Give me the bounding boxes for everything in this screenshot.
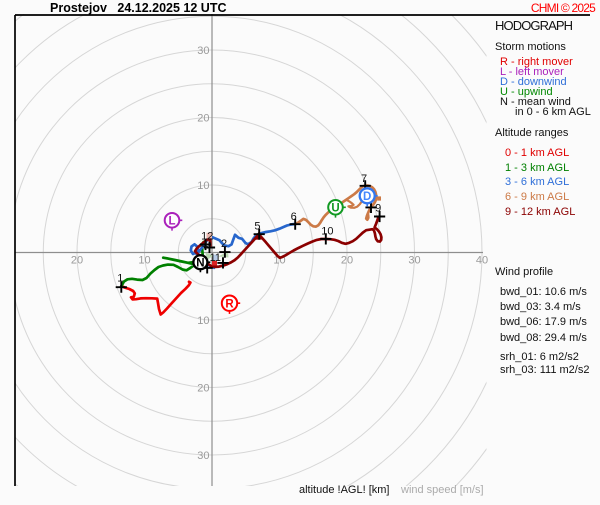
svg-text:D: D xyxy=(363,191,371,203)
svg-text:30: 30 xyxy=(197,45,209,57)
svg-text:5: 5 xyxy=(254,220,260,232)
svg-text:L: L xyxy=(168,215,175,227)
svg-text:20: 20 xyxy=(197,383,209,395)
svg-text:40: 40 xyxy=(476,255,488,267)
svg-text:N: N xyxy=(196,257,204,269)
svg-text:10: 10 xyxy=(197,315,209,327)
svg-text:9: 9 xyxy=(375,202,381,214)
svg-text:U: U xyxy=(331,202,339,214)
svg-text:12: 12 xyxy=(201,230,213,242)
svg-text:4: 4 xyxy=(202,239,208,251)
svg-text:20: 20 xyxy=(197,113,209,125)
svg-text:10: 10 xyxy=(321,225,333,237)
svg-text:10: 10 xyxy=(138,255,150,267)
svg-text:30: 30 xyxy=(197,450,209,462)
svg-text:30: 30 xyxy=(408,255,420,267)
svg-text:20: 20 xyxy=(71,255,83,267)
svg-text:1: 1 xyxy=(117,273,123,285)
svg-text:2: 2 xyxy=(221,238,227,250)
svg-text:6: 6 xyxy=(291,211,297,223)
svg-text:11: 11 xyxy=(210,252,221,264)
svg-text:10: 10 xyxy=(197,180,209,192)
svg-text:7: 7 xyxy=(361,173,367,185)
svg-text:R: R xyxy=(225,298,234,310)
svg-text:20: 20 xyxy=(341,255,353,267)
